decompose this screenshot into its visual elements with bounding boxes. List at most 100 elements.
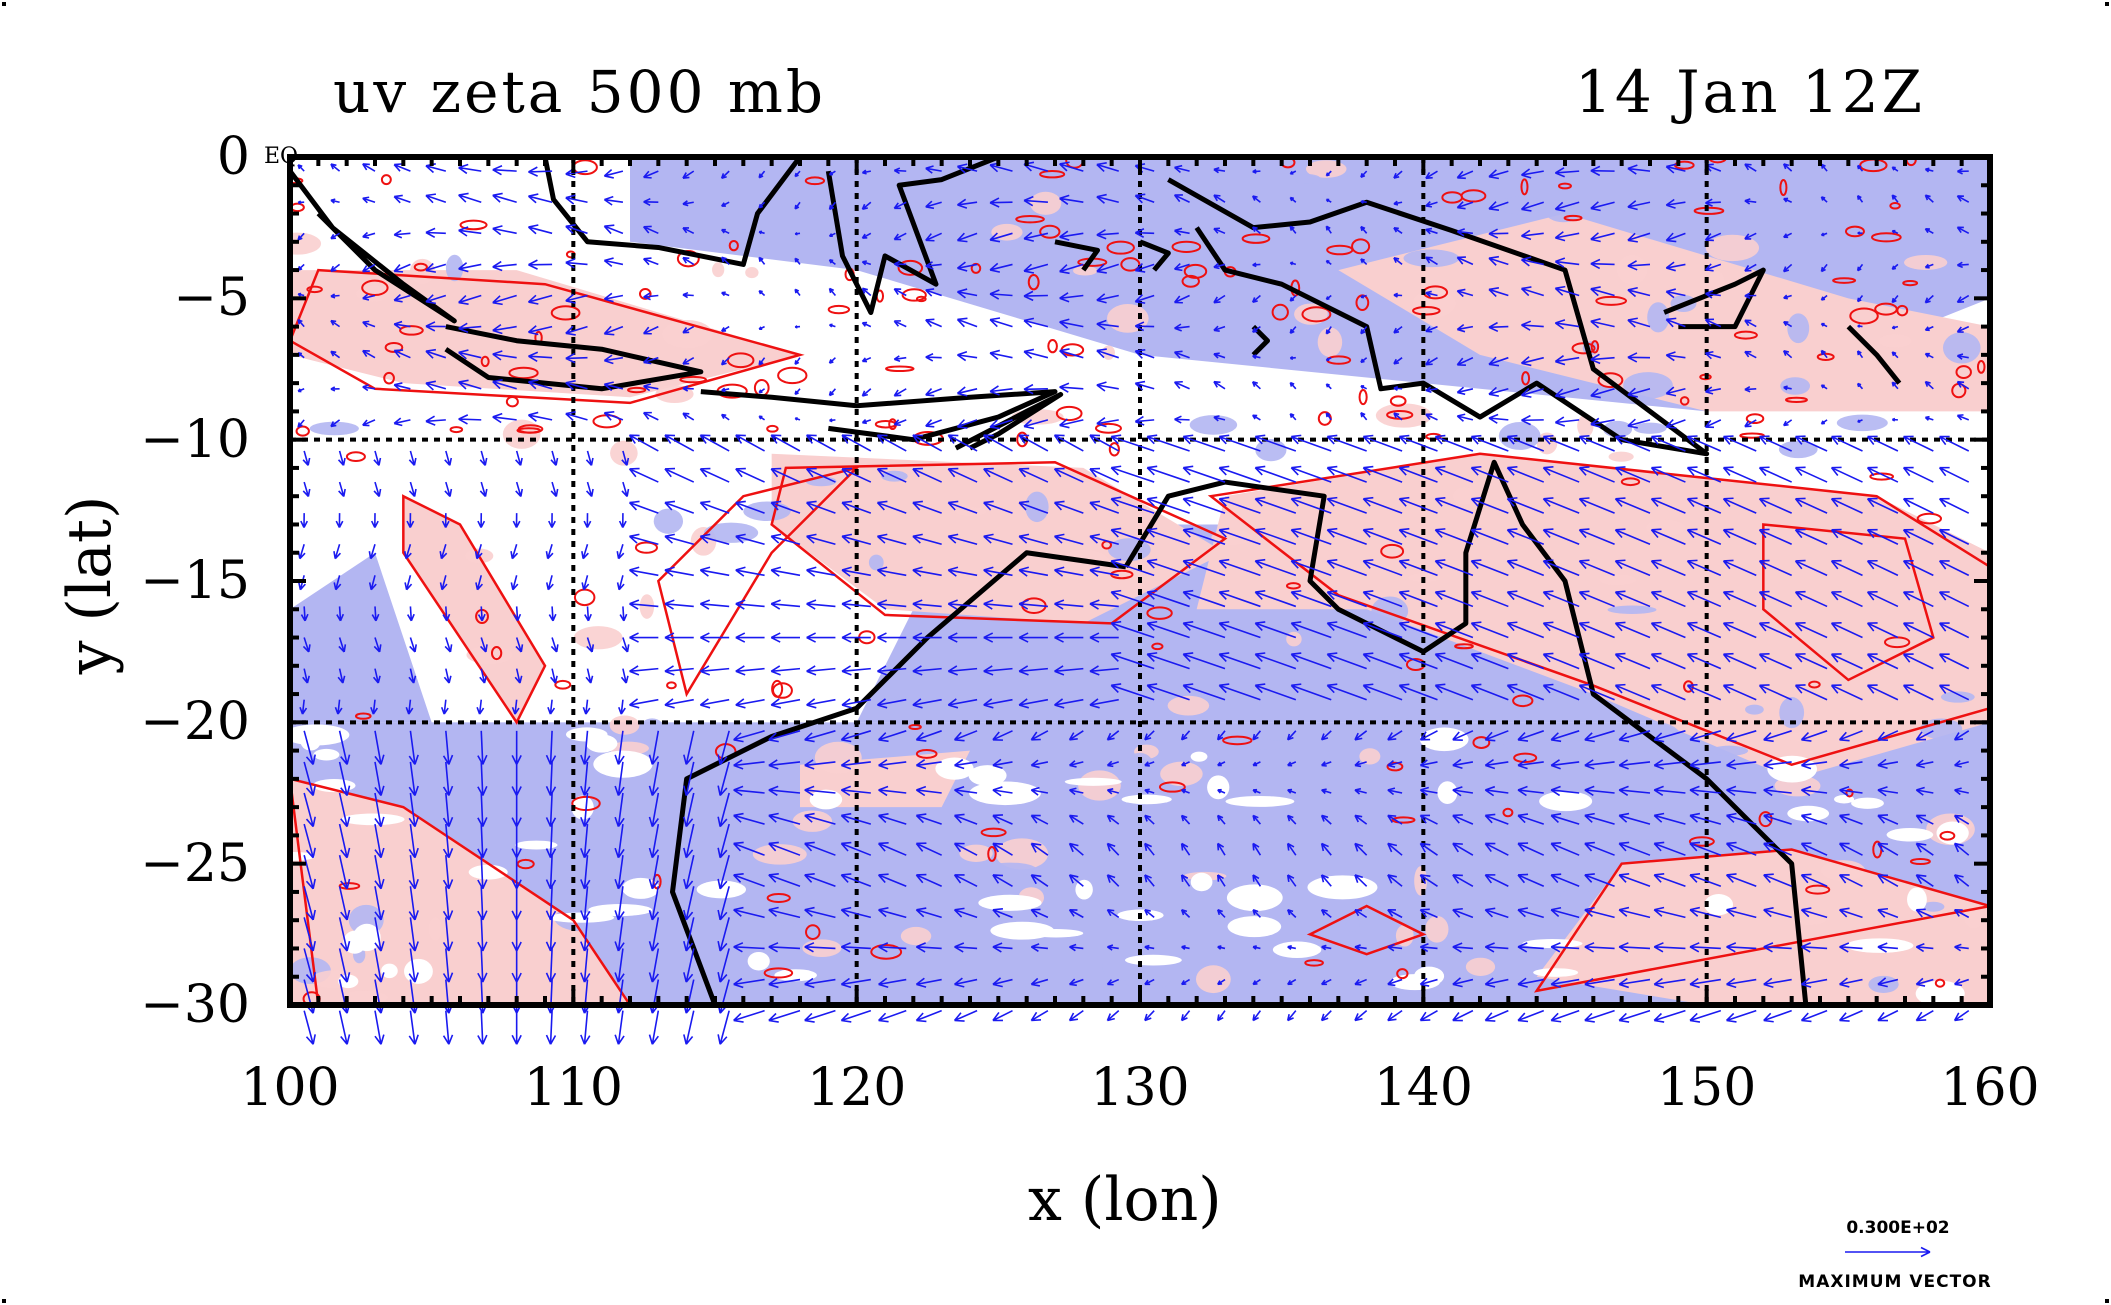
wind-vector [1584, 942, 1615, 953]
wind-vector [1354, 978, 1367, 986]
wind-vector [912, 698, 942, 709]
wind-vector [338, 637, 347, 653]
vorticity-contour [1693, 206, 1725, 215]
wind-vector [330, 350, 341, 359]
wind-vector [1182, 527, 1226, 546]
wind-vector [1578, 652, 1615, 670]
wind-vector [1554, 167, 1580, 178]
wind-vector [338, 792, 351, 828]
wind-vector [442, 761, 454, 796]
wind-vector [374, 761, 385, 796]
wind-vector [683, 855, 695, 890]
wind-vector [370, 699, 379, 715]
wind-vector [956, 317, 978, 328]
wind-vector [735, 698, 765, 709]
wind-vector [1891, 417, 1898, 422]
wind-vector [733, 977, 765, 989]
wind-vector [1722, 621, 1757, 639]
wind-vector [733, 841, 765, 856]
wind-vector [1059, 382, 1084, 393]
wind-vector [586, 637, 595, 653]
wind-vector [877, 632, 907, 643]
wind-vector [1069, 760, 1084, 768]
wind-vector [1054, 599, 1084, 610]
wind-vector [983, 599, 1013, 610]
vorticity-contour [361, 279, 389, 297]
vorticity-gap [1907, 887, 1927, 912]
wind-vector [643, 197, 659, 207]
wind-vector [683, 886, 695, 921]
wind-vector [1554, 285, 1580, 297]
wind-vector [302, 668, 310, 684]
wind-vector [1653, 942, 1686, 953]
wind-vector [1820, 263, 1828, 273]
wind-vector [1089, 665, 1119, 676]
wind-vector [1434, 434, 1474, 452]
wind-vector [1434, 496, 1474, 514]
wind-vector [953, 1009, 978, 1022]
vorticity-contour [380, 174, 392, 186]
wind-vector [878, 759, 907, 770]
wind-vector [330, 319, 341, 328]
wind-vector [1484, 907, 1509, 919]
wind-vector [458, 262, 482, 273]
wind-vector [1484, 813, 1509, 825]
wind-vector [1059, 292, 1084, 303]
wind-vector [1590, 286, 1615, 297]
wind-vector [1915, 1009, 1934, 1022]
wind-vector [1902, 591, 1934, 608]
wind-vector [1584, 977, 1615, 989]
vorticity-gap [1851, 797, 1884, 809]
wind-vector [841, 632, 871, 643]
vorticity-gap [1533, 968, 1579, 977]
wind-vector [1856, 295, 1864, 303]
wind-vector [1590, 417, 1615, 428]
vorticity-contour [1039, 170, 1066, 179]
vorticity-contour [1396, 968, 1409, 980]
wind-vector [479, 637, 488, 653]
map-timestamp: 14 Jan 12Z [1575, 58, 1925, 126]
vorticity-contour [1779, 179, 1788, 197]
wind-vector [1783, 232, 1793, 239]
wind-vector [954, 785, 978, 797]
wind-vector [1360, 411, 1368, 421]
wind-vector [1517, 873, 1545, 888]
wind-vector [297, 388, 305, 393]
wind-vector [992, 730, 1013, 741]
wind-vector [893, 320, 907, 328]
wind-vector [841, 566, 871, 577]
wind-vector [953, 842, 978, 856]
wind-vector [1110, 465, 1155, 483]
wind-vector [1653, 785, 1686, 797]
wind-vector [368, 575, 377, 591]
wind-vector [1877, 842, 1899, 856]
wind-vector [841, 500, 872, 514]
wind-vector [806, 632, 836, 643]
wind-vector [1387, 943, 1403, 952]
wind-vector [643, 292, 659, 301]
wind-vector [768, 730, 801, 743]
wind-vector [1134, 262, 1155, 273]
wind-vector [1289, 196, 1297, 203]
vorticity-patch [868, 554, 884, 571]
wind-vector [642, 411, 659, 421]
wind-vector [806, 533, 836, 546]
wind-vector [1252, 1010, 1262, 1022]
wind-vector [1326, 559, 1367, 577]
wind-vector [1520, 356, 1544, 367]
coastline [1167, 177, 1710, 457]
wind-vector [406, 513, 415, 528]
wind-vector [1725, 1009, 1757, 1023]
wind-vector [956, 288, 978, 299]
vorticity-contour [1563, 214, 1583, 222]
wind-vector [1182, 683, 1226, 701]
wind-vector [565, 411, 588, 422]
wind-vector [1877, 907, 1899, 919]
vorticity-gap [969, 781, 1041, 806]
wind-vector [393, 382, 411, 391]
wind-vector [794, 288, 801, 296]
wind-vector [794, 257, 801, 265]
wind-vector [805, 467, 836, 483]
vorticity-contour [666, 681, 677, 690]
wind-vector [1517, 759, 1544, 770]
